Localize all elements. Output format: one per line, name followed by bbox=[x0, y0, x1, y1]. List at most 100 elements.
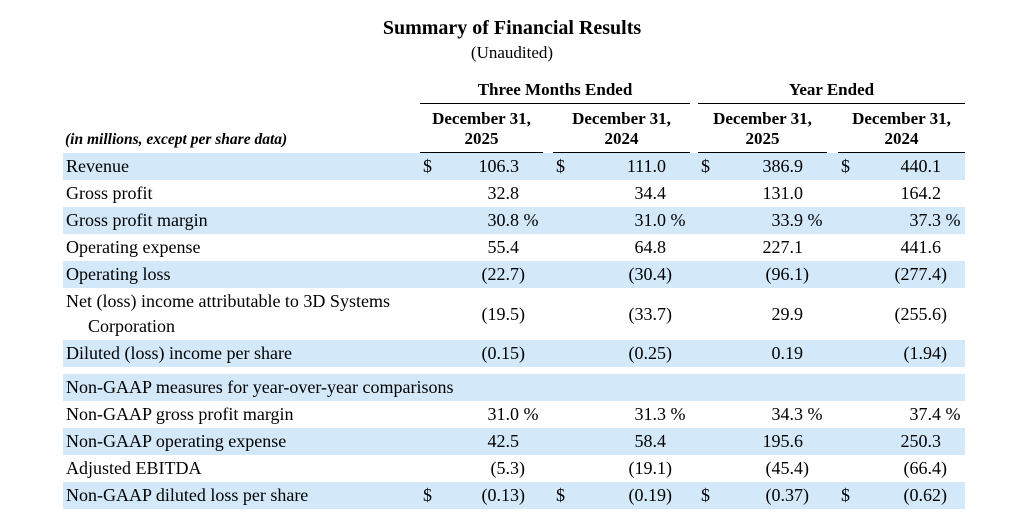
value-suffix: ) bbox=[803, 264, 809, 284]
column-gap bbox=[827, 234, 838, 261]
spacer-cell bbox=[63, 367, 965, 374]
value-suffix: ) bbox=[803, 485, 809, 505]
column-gap bbox=[690, 180, 698, 207]
column-gap bbox=[543, 401, 553, 428]
column-gap bbox=[827, 482, 838, 509]
cell-value: 55.4 bbox=[487, 237, 520, 257]
cell-value: 0.19 bbox=[771, 343, 804, 363]
row-label: Operating expense bbox=[66, 237, 201, 257]
value-suffix: ) bbox=[941, 343, 948, 363]
value-suffix: ) bbox=[519, 485, 525, 505]
cell-value: 64.8 bbox=[634, 237, 667, 257]
group-header-row: Three Months Ended Year Ended bbox=[63, 78, 966, 104]
column-gap bbox=[690, 261, 698, 288]
row-label: Net (loss) income attributable to 3D Sys… bbox=[66, 291, 390, 336]
value-suffix: ) bbox=[941, 264, 948, 284]
currency-symbol bbox=[698, 261, 728, 288]
currency-symbol bbox=[420, 207, 450, 234]
currency-symbol bbox=[838, 401, 868, 428]
cell-value: (5.3) bbox=[450, 455, 543, 482]
currency-symbol bbox=[420, 401, 450, 428]
column-gap bbox=[543, 482, 553, 509]
currency-symbol bbox=[420, 261, 450, 288]
cell-value: (277.4) bbox=[868, 261, 965, 288]
column-gap bbox=[543, 261, 553, 288]
currency-symbol bbox=[698, 401, 728, 428]
currency-symbol bbox=[838, 288, 868, 340]
table-row: Non-GAAP gross profit margin 31.0 % 31.3 %… bbox=[63, 401, 965, 428]
column-header-q-2024: December 31, 2024 bbox=[553, 103, 690, 153]
cell-value: 195.6 bbox=[762, 431, 804, 451]
currency-symbol bbox=[420, 180, 450, 207]
currency-symbol bbox=[698, 340, 728, 367]
currency-symbol bbox=[553, 428, 583, 455]
table-row: Net (loss) income attributable to 3D Sys… bbox=[63, 288, 965, 340]
row-label: Operating loss bbox=[66, 264, 171, 284]
currency-symbol bbox=[553, 180, 583, 207]
currency-symbol: $ bbox=[556, 156, 565, 176]
column-gap bbox=[690, 428, 698, 455]
value-suffix: ) bbox=[666, 485, 672, 505]
page-title: Summary of Financial Results bbox=[382, 17, 642, 39]
column-gap bbox=[827, 207, 838, 234]
currency-symbol bbox=[420, 288, 450, 340]
column-gap bbox=[543, 234, 553, 261]
currency-symbol bbox=[553, 261, 583, 288]
currency-symbol: $ bbox=[701, 485, 710, 505]
cell-value: 164.2 bbox=[900, 183, 942, 203]
value-suffix: % bbox=[803, 404, 823, 424]
currency-symbol bbox=[553, 340, 583, 367]
value-suffix: ) bbox=[666, 458, 672, 478]
currency-symbol bbox=[698, 288, 728, 340]
column-gap bbox=[543, 340, 553, 367]
cell-value: (33.7) bbox=[583, 288, 690, 340]
cell-value: 111.0 bbox=[626, 156, 666, 176]
column-gap bbox=[827, 104, 838, 153]
spacer-row bbox=[63, 367, 965, 374]
cell-value: 31.0 % bbox=[583, 207, 690, 234]
column-gap bbox=[690, 288, 698, 340]
group-header-three-months: Three Months Ended bbox=[420, 78, 690, 104]
row-label: Non-GAAP diluted loss per share bbox=[66, 485, 309, 505]
column-header-row: (in millions, except per share data) Dec… bbox=[63, 103, 966, 153]
currency-symbol: $ bbox=[423, 156, 432, 176]
cell-value: 37.3 % bbox=[868, 207, 965, 234]
row-label: Non-GAAP gross profit margin bbox=[66, 404, 294, 424]
section-row: Non-GAAP measures for year-over-year com… bbox=[63, 374, 966, 401]
column-gap bbox=[827, 340, 838, 367]
currency-symbol: $ bbox=[841, 485, 850, 505]
currency-symbol: $ bbox=[841, 156, 850, 176]
table-row: Gross profit margin 30.8 % 31.0 % 33.9 % 37.… bbox=[63, 207, 966, 234]
currency-symbol: $ bbox=[556, 485, 565, 505]
table-row: Operating loss (22.7) (30.4) (96.1) (277.4) bbox=[63, 261, 966, 288]
cell-value: (96.1) bbox=[728, 261, 827, 288]
financial-results-table: Three Months Ended Year Ended (in millio… bbox=[63, 78, 966, 509]
cell-value: 131.0 bbox=[762, 183, 804, 203]
value-suffix: ) bbox=[519, 264, 525, 284]
value-suffix: % bbox=[519, 210, 539, 230]
value-suffix: % bbox=[803, 210, 823, 230]
currency-symbol bbox=[698, 428, 728, 455]
cell-value: 33.9 % bbox=[728, 207, 827, 234]
column-gap bbox=[827, 153, 838, 181]
currency-symbol bbox=[553, 455, 583, 482]
cell-value: (0.13) bbox=[450, 482, 543, 509]
column-gap bbox=[690, 482, 698, 509]
currency-symbol bbox=[838, 261, 868, 288]
value-suffix: ) bbox=[666, 343, 672, 363]
column-gap bbox=[543, 104, 553, 153]
currency-symbol bbox=[838, 207, 868, 234]
column-gap bbox=[543, 455, 553, 482]
financial-summary-page: Summary of Financial Results (Unaudited)… bbox=[63, 17, 966, 509]
row-label-header: (in millions, except per share data) bbox=[65, 130, 288, 148]
cell-value: (0.19) bbox=[583, 482, 690, 509]
currency-symbol bbox=[698, 455, 728, 482]
value-suffix: ) bbox=[666, 264, 672, 284]
cell-value: (255.6) bbox=[868, 288, 965, 340]
currency-symbol bbox=[698, 207, 728, 234]
cell-value: 250.3 bbox=[900, 431, 942, 451]
currency-symbol bbox=[420, 234, 450, 261]
column-header-y-2025: December 31, 2025 bbox=[698, 103, 827, 153]
currency-symbol: $ bbox=[701, 156, 710, 176]
currency-symbol bbox=[838, 234, 868, 261]
